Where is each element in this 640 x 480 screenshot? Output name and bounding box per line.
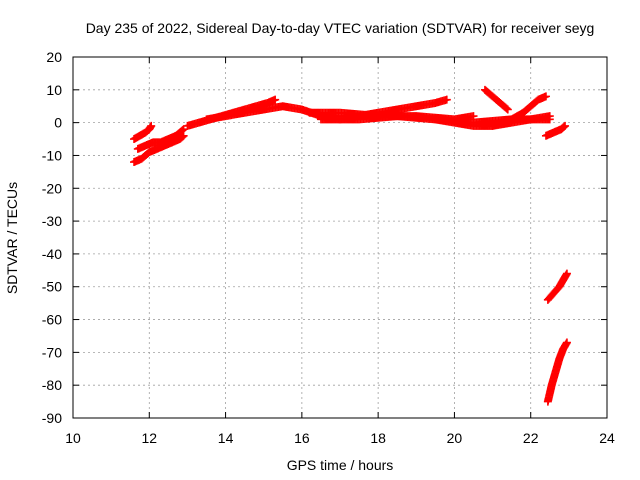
x-axis-label: GPS time / hours bbox=[287, 457, 394, 473]
series-arc-12 bbox=[543, 269, 571, 304]
y-tick-label: -60 bbox=[42, 312, 62, 328]
series-arc-13 bbox=[543, 338, 571, 406]
x-tick-label: 22 bbox=[523, 430, 539, 446]
y-tick-label: -30 bbox=[42, 213, 62, 229]
x-tick-label: 24 bbox=[599, 430, 615, 446]
x-tick-label: 10 bbox=[65, 430, 81, 446]
x-tick-labels: 10 12 14 16 18 20 22 24 bbox=[65, 430, 615, 446]
x-tick-label: 12 bbox=[141, 430, 157, 446]
data-point bbox=[442, 95, 451, 104]
plot-frame bbox=[72, 56, 608, 419]
data-point bbox=[561, 121, 570, 130]
y-tick-label: -10 bbox=[42, 147, 62, 163]
data-point bbox=[271, 95, 280, 104]
y-tick-label: 0 bbox=[54, 115, 62, 131]
chart-title: Day 235 of 2022, Sidereal Day-to-day VTE… bbox=[86, 20, 595, 36]
data-point bbox=[562, 269, 571, 278]
x-tick-label: 14 bbox=[218, 430, 234, 446]
y-axis-label: SDTVAR / TECUs bbox=[4, 182, 20, 294]
y-tick-label: -90 bbox=[42, 410, 62, 426]
y-tick-label: -40 bbox=[42, 246, 62, 262]
series-arc-1 bbox=[130, 131, 188, 167]
series-arc-9 bbox=[480, 85, 512, 114]
data-point bbox=[502, 104, 511, 113]
y-tick-labels: 20 10 0 -10 -20 -30 -40 -50 -60 -70 -80 -90 bbox=[42, 49, 62, 426]
x-tick-label: 20 bbox=[447, 430, 463, 446]
data-point bbox=[545, 112, 554, 121]
data-point bbox=[562, 338, 571, 347]
data-point bbox=[541, 92, 550, 101]
y-tick-label: -80 bbox=[42, 377, 62, 393]
y-tick-label: -20 bbox=[42, 180, 62, 196]
data-point bbox=[147, 121, 156, 130]
data-series bbox=[130, 85, 571, 406]
data-point bbox=[178, 126, 187, 135]
series-arc-10 bbox=[488, 112, 554, 130]
series-arc-11 bbox=[541, 121, 570, 140]
y-tick-label: 10 bbox=[46, 82, 62, 98]
y-tick-label: -70 bbox=[42, 344, 62, 360]
series-arc-2 bbox=[130, 121, 156, 144]
data-point bbox=[503, 105, 512, 114]
x-tick-label: 18 bbox=[370, 430, 386, 446]
x-tick-label: 16 bbox=[294, 430, 310, 446]
y-tick-label: 20 bbox=[46, 49, 62, 65]
y-tick-label: -50 bbox=[42, 279, 62, 295]
data-point bbox=[560, 122, 569, 131]
